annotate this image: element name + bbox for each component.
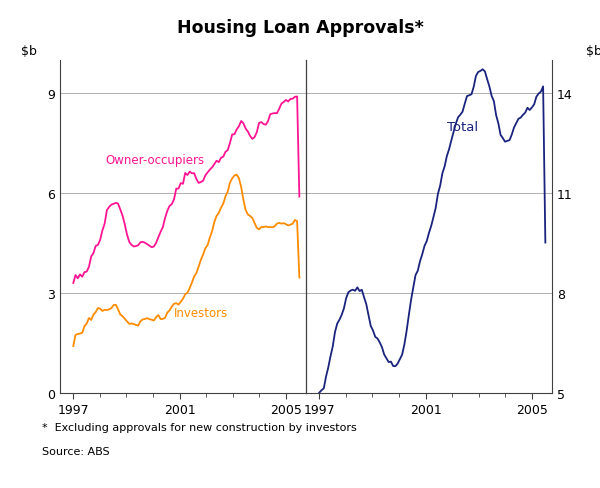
Text: Owner-occupiers: Owner-occupiers xyxy=(105,154,205,167)
Text: Housing Loan Approvals*: Housing Loan Approvals* xyxy=(176,19,424,37)
Text: *  Excluding approvals for new construction by investors: * Excluding approvals for new constructi… xyxy=(42,422,357,432)
Text: $b: $b xyxy=(586,45,600,58)
Text: $b: $b xyxy=(20,45,37,58)
Text: Total: Total xyxy=(447,121,478,134)
Text: Source: ABS: Source: ABS xyxy=(42,447,110,456)
Text: Investors: Investors xyxy=(175,306,229,320)
